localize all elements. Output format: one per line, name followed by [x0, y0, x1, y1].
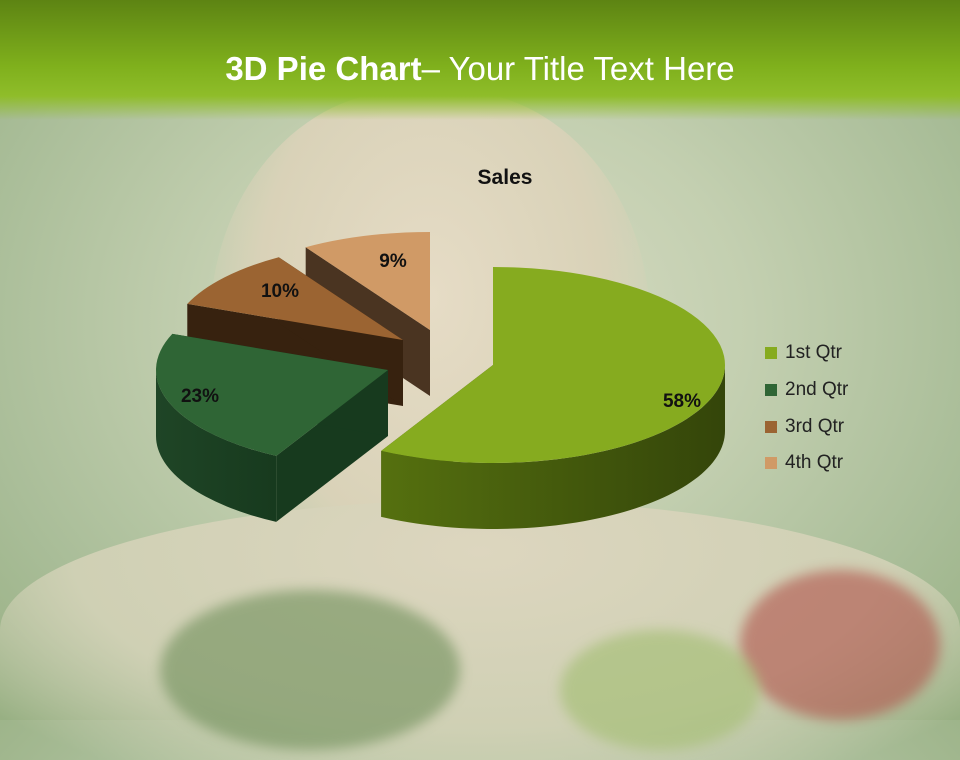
legend-swatch — [765, 457, 777, 470]
data-label: 23% — [181, 386, 219, 407]
title-rest: – Your Title Text Here — [421, 50, 735, 87]
slice-outer-face — [381, 365, 725, 529]
legend-label: 1st Qtr — [785, 342, 843, 364]
legend-swatch — [765, 420, 777, 433]
legend-label: 2nd Qtr — [785, 379, 849, 401]
slice-outer-face — [156, 370, 277, 522]
legend-swatch — [765, 384, 777, 397]
legend-item-3rd-qtr: 3rd Qtr — [765, 408, 848, 445]
slide-title: 3D Pie Chart– Your Title Text Here — [0, 50, 960, 88]
data-label: 9% — [379, 251, 407, 272]
legend-item-4th-qtr: 4th Qtr — [765, 445, 848, 482]
legend-label: 4th Qtr — [785, 452, 844, 474]
chart-legend: 1st Qtr 2nd Qtr 3rd Qtr 4th Qtr — [765, 335, 848, 482]
background-pepper — [740, 570, 940, 720]
legend-item-2nd-qtr: 2nd Qtr — [765, 372, 848, 409]
pie-slice-1st-qtr — [381, 267, 725, 529]
pie-chart: 58% 23% 10% 9% — [156, 232, 725, 529]
slice-top-face — [187, 257, 403, 340]
legend-label: 3rd Qtr — [785, 415, 845, 437]
data-label: 58% — [663, 391, 701, 412]
pie-slice-2nd-qtr — [156, 333, 388, 522]
chart-title: Sales — [477, 166, 533, 189]
title-bold: 3D Pie Chart — [225, 50, 422, 87]
legend-item-1st-qtr: 1st Qtr — [765, 335, 848, 372]
slice-top-face — [156, 333, 388, 456]
slice-top-face — [305, 232, 430, 330]
slide-header — [0, 0, 960, 120]
slice-top-face — [381, 267, 725, 463]
data-label: 10% — [261, 281, 299, 302]
legend-swatch — [765, 347, 777, 360]
